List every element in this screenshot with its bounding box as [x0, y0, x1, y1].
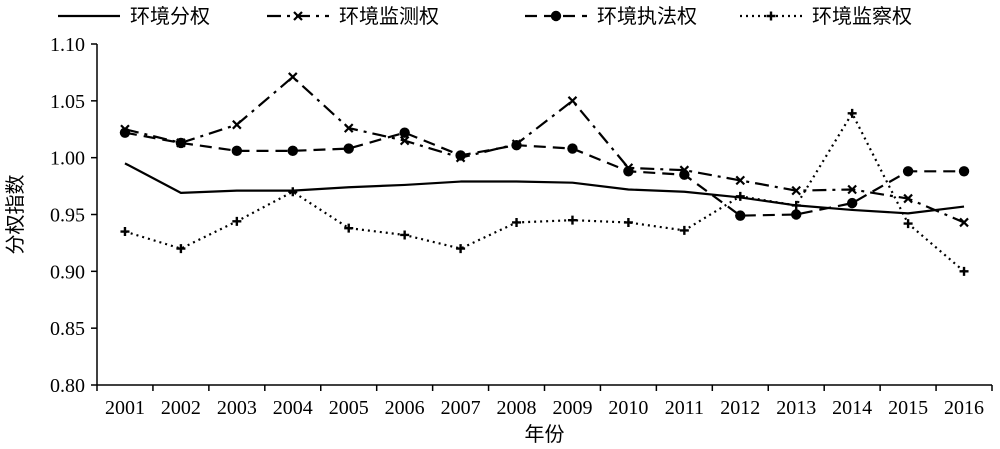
data-point	[959, 266, 969, 276]
data-point	[623, 166, 634, 177]
data-point	[902, 166, 914, 177]
data-point	[567, 215, 577, 225]
data-point	[791, 185, 801, 196]
data-point	[175, 137, 187, 149]
data-point	[344, 223, 354, 233]
axes	[96, 44, 992, 386]
series-line	[124, 75, 965, 224]
y-tick-label: 0.85	[50, 318, 85, 340]
series-layer	[119, 72, 970, 276]
legend-item: 环境分权	[58, 4, 210, 28]
data-point	[343, 143, 354, 154]
series-line	[124, 112, 965, 273]
data-point	[400, 230, 410, 240]
x-tick-label: 2016	[944, 397, 984, 419]
y-tick-label: 1.00	[50, 148, 85, 170]
data-point	[735, 191, 745, 201]
y-tick-label: 0.90	[50, 261, 85, 283]
series-2	[120, 72, 969, 228]
x-tick-label: 2008	[497, 397, 537, 419]
data-point	[735, 210, 746, 221]
x-tick-label: 2007	[441, 397, 481, 419]
series-line	[124, 131, 965, 217]
data-point	[119, 127, 131, 138]
x-tick-label: 2002	[161, 397, 201, 419]
data-point	[567, 96, 578, 106]
data-point	[231, 145, 243, 157]
legend-label: 环境分权	[130, 4, 210, 28]
data-point	[679, 225, 689, 235]
data-point	[120, 227, 130, 237]
series-3	[119, 127, 970, 221]
data-point	[791, 209, 802, 220]
data-point	[903, 193, 913, 204]
x-tick-label: 2003	[217, 397, 257, 419]
legend-marker	[766, 11, 776, 21]
series-line	[124, 162, 965, 215]
data-point	[399, 127, 410, 138]
series-1	[124, 162, 965, 215]
x-tick-label: 2014	[832, 397, 872, 419]
x-tick-label: 2004	[273, 397, 313, 419]
data-point	[288, 187, 298, 197]
y-axis-ticks: 0.80 0.85 0.90 0.95 1.00 1.05 1.10	[50, 34, 97, 397]
data-point	[623, 217, 633, 227]
x-axis-title: 年份	[525, 422, 565, 446]
x-tick-label: 2005	[329, 397, 369, 419]
y-tick-label: 0.80	[50, 375, 85, 397]
data-point	[456, 244, 466, 254]
legend: 环境分权 环境监测权 环境执法权 环境监察权	[58, 4, 912, 28]
x-tick-label: 2006	[385, 397, 425, 419]
x-tick-label: 2010	[608, 397, 648, 419]
x-axis-ticks: 2001 2002 2003 2004 2005 2006 2007 2008 2009 2010…	[96, 385, 993, 419]
x-tick-label: 2009	[552, 397, 592, 419]
data-point	[959, 217, 969, 228]
legend-label: 环境监察权	[812, 4, 912, 28]
data-point	[176, 244, 186, 254]
data-point	[399, 135, 410, 146]
series-4	[120, 108, 969, 276]
data-point	[679, 169, 690, 180]
legend-marker	[293, 11, 303, 21]
data-point	[343, 123, 354, 133]
y-tick-label: 1.05	[50, 91, 85, 113]
data-point	[512, 217, 522, 227]
legend-marker	[550, 10, 562, 22]
data-point	[847, 184, 857, 195]
legend-item: 环境监察权	[740, 4, 912, 28]
data-point	[455, 150, 466, 161]
y-tick-label: 1.10	[50, 34, 85, 56]
data-point	[846, 197, 858, 209]
x-tick-label: 2015	[888, 397, 928, 419]
x-tick-label: 2013	[776, 397, 816, 419]
data-point	[567, 143, 578, 154]
legend-item: 环境执法权	[525, 4, 697, 28]
data-point	[232, 216, 242, 226]
data-point	[847, 108, 857, 118]
data-point	[288, 72, 298, 82]
data-point	[958, 166, 970, 177]
x-tick-label: 2001	[105, 397, 145, 419]
data-point	[903, 219, 913, 229]
y-tick-label: 0.95	[50, 205, 85, 227]
data-point	[511, 139, 522, 151]
y-axis-title: 分权指数	[3, 175, 27, 255]
data-point	[232, 119, 242, 130]
legend-item: 环境监测权	[267, 4, 439, 28]
legend-label: 环境监测权	[339, 4, 439, 28]
data-point	[735, 175, 746, 186]
data-point	[287, 145, 298, 157]
legend-label: 环境执法权	[597, 4, 697, 28]
data-point	[791, 200, 801, 210]
x-tick-label: 2012	[720, 397, 760, 419]
x-tick-label: 2011	[665, 397, 704, 419]
